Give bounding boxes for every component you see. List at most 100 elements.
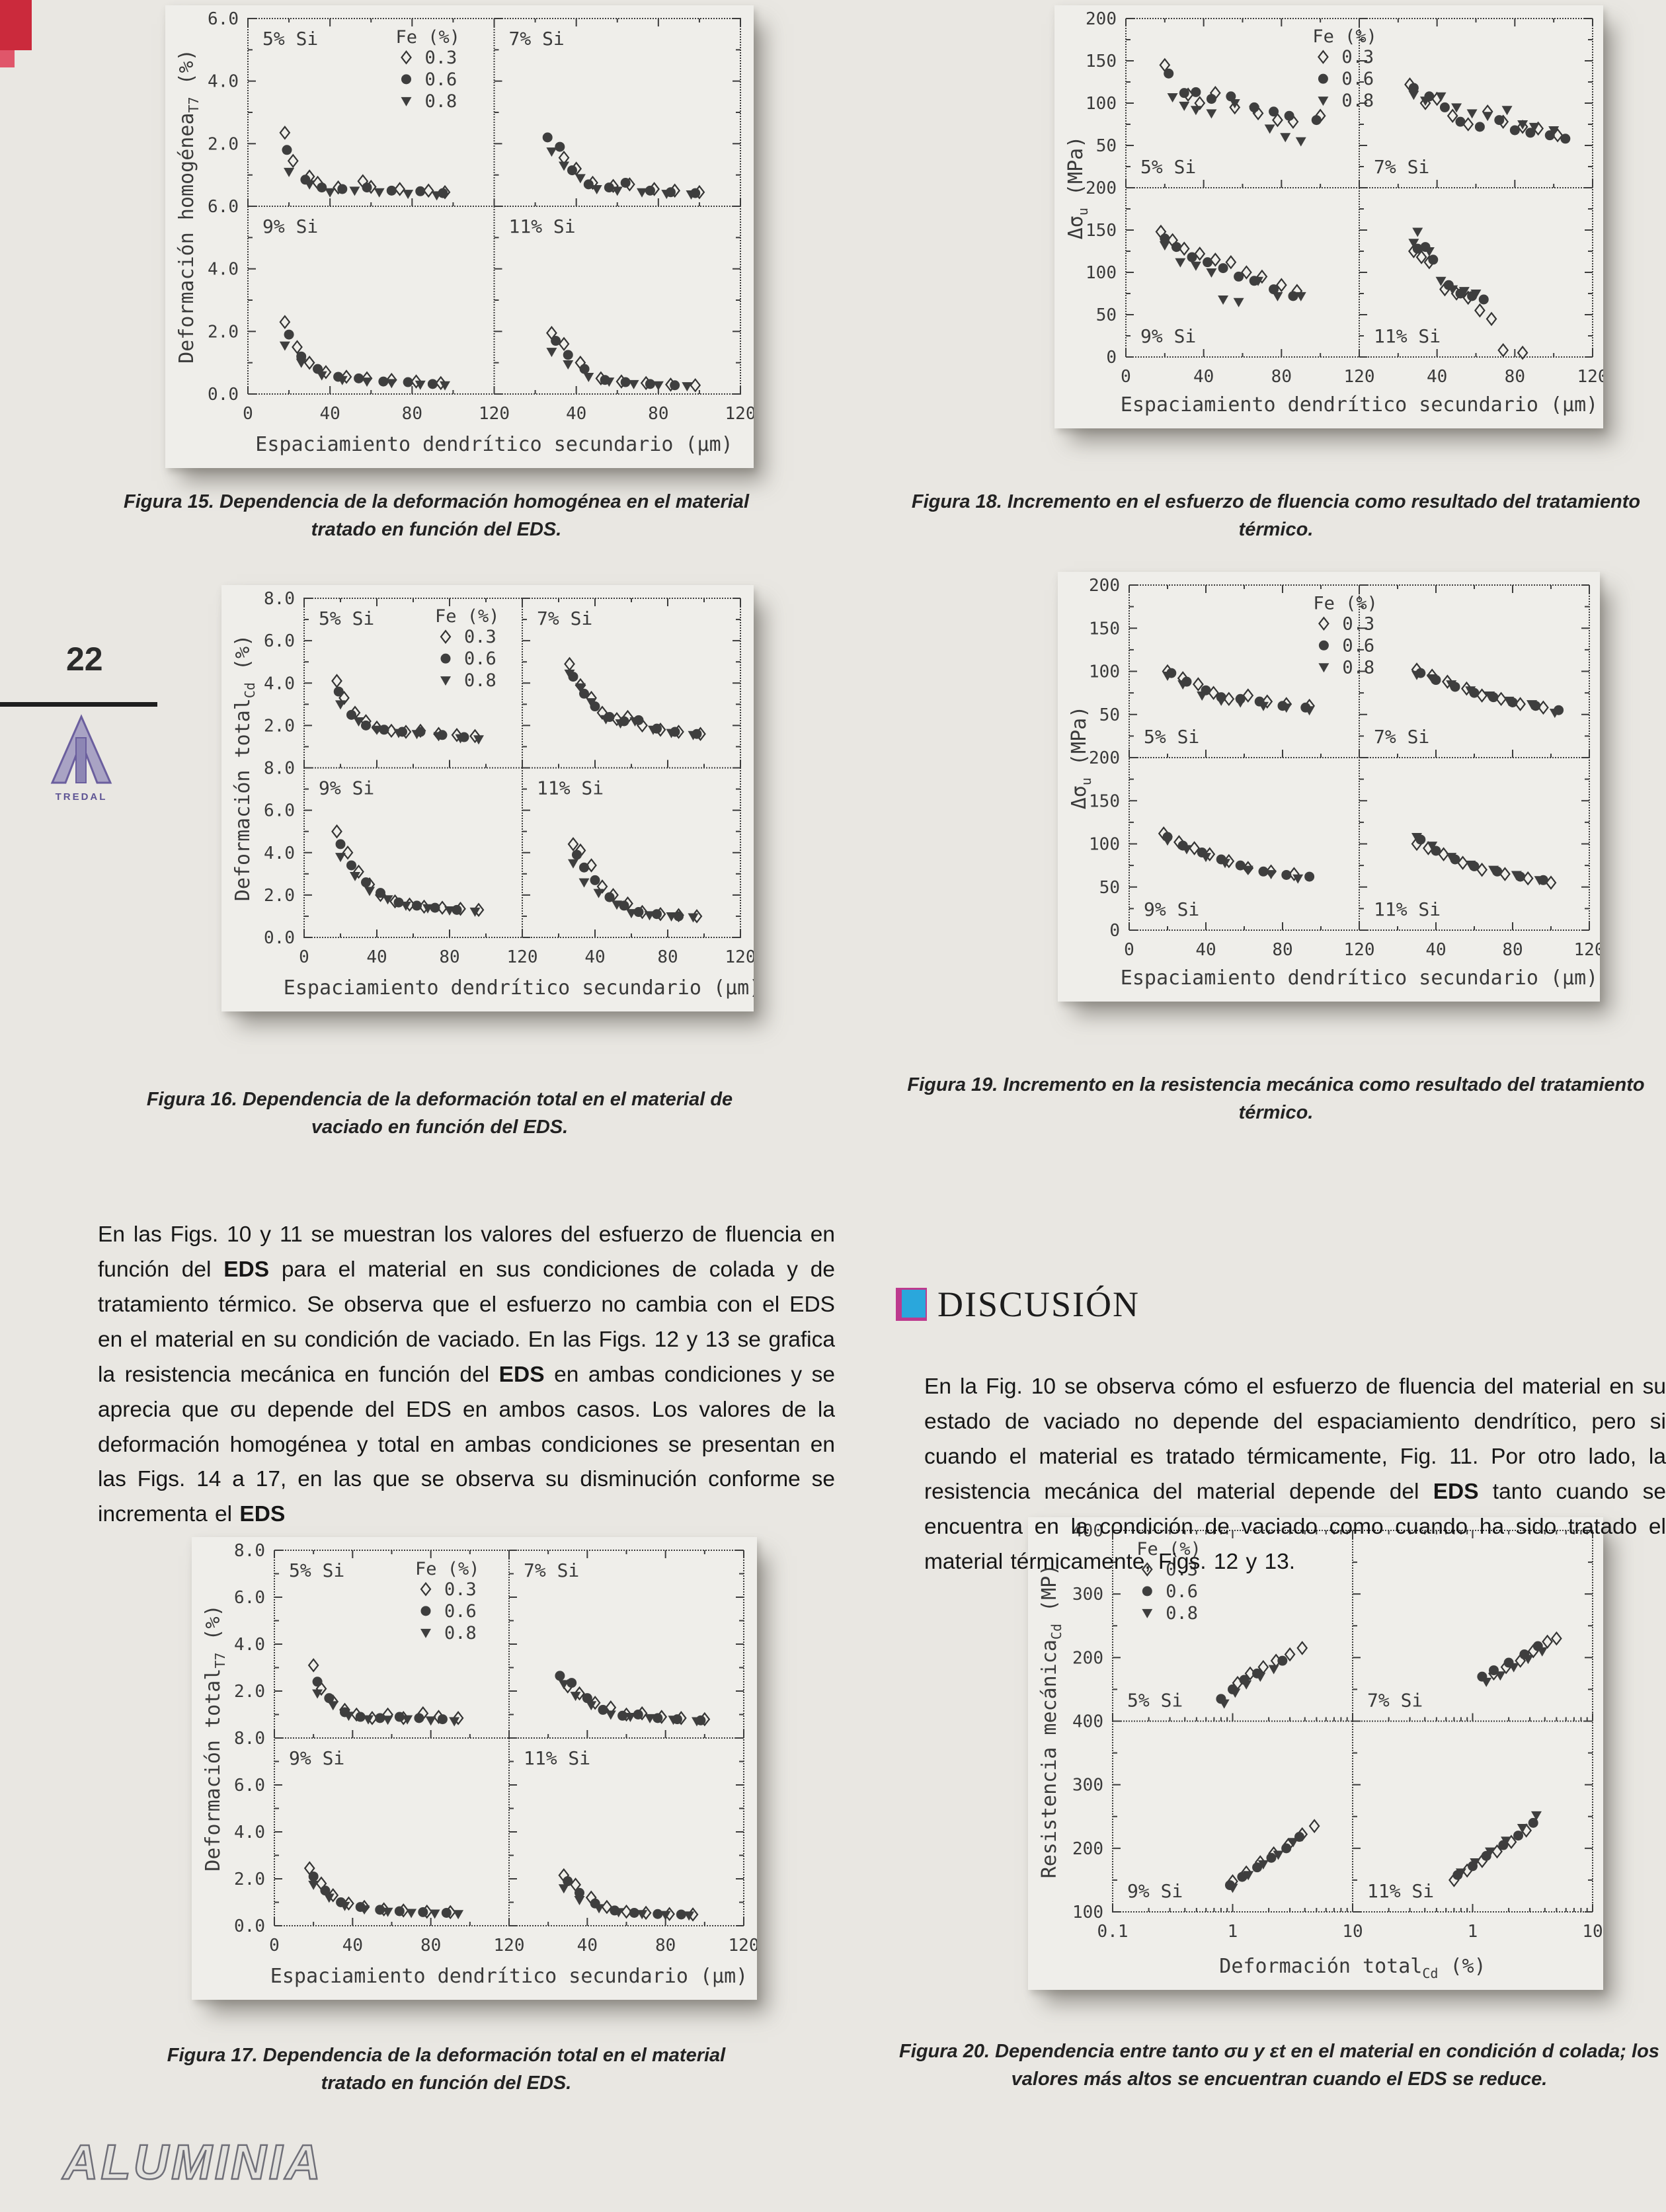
svg-text:0.3: 0.3 (1166, 1560, 1198, 1580)
svg-text:120: 120 (1344, 367, 1375, 387)
svg-text:300: 300 (1072, 1776, 1103, 1796)
svg-text:80: 80 (1271, 367, 1292, 387)
svg-text:Espaciamiento dendrítico secun: Espaciamiento dendrítico secundario (μm) (284, 976, 754, 1000)
journal-logo: TREDAL (32, 714, 131, 803)
figure-19-caption: Figura 19. Incremento en la resistencia … (907, 1074, 1645, 1124)
svg-text:Deformación totalT7 (%): Deformación totalT7 (%) (202, 1604, 228, 1871)
svg-text:0.3: 0.3 (425, 48, 457, 68)
svg-text:40: 40 (584, 947, 605, 967)
svg-text:0: 0 (1124, 940, 1134, 960)
svg-text:0.0: 0.0 (264, 928, 295, 948)
section-bullet-icon (896, 1288, 927, 1321)
svg-text:80: 80 (439, 947, 459, 967)
svg-text:50: 50 (1096, 305, 1117, 325)
svg-text:300: 300 (1072, 1585, 1103, 1604)
svg-text:Δσu (MPa): Δσu (MPa) (1068, 706, 1094, 810)
left-column-paragraph: En las Figs. 10 y 11 se muestran los val… (98, 1222, 836, 1527)
svg-text:0.8: 0.8 (1342, 657, 1374, 678)
svg-text:9% Si: 9% Si (1127, 1880, 1183, 1902)
svg-text:0.3: 0.3 (1341, 47, 1374, 67)
svg-text:0.8: 0.8 (444, 1623, 477, 1643)
right-column-paragraph: En la Fig. 10 se observa cómo el esfuerz… (924, 1374, 1666, 1574)
svg-text:80: 80 (655, 1936, 676, 1955)
svg-text:7% Si: 7% Si (524, 1560, 579, 1581)
figure-16-caption: Figura 16. Dependencia de la deformación… (146, 1089, 733, 1138)
svg-text:100: 100 (1086, 94, 1117, 114)
svg-text:Fe (%): Fe (%) (1313, 593, 1378, 613)
svg-text:80: 80 (1502, 940, 1523, 960)
svg-text:Espaciamiento dendrítico secun: Espaciamiento dendrítico secundario (μm) (1121, 393, 1598, 416)
svg-text:120: 120 (729, 1936, 757, 1955)
svg-text:Fe (%): Fe (%) (1312, 26, 1377, 47)
svg-text:7% Si: 7% Si (537, 608, 592, 629)
svg-text:80: 80 (402, 404, 422, 424)
svg-text:40: 40 (320, 404, 340, 424)
svg-text:4.0: 4.0 (208, 72, 239, 92)
svg-text:400: 400 (1072, 1712, 1103, 1732)
svg-text:120: 120 (1344, 940, 1375, 960)
svg-text:120: 120 (725, 947, 754, 967)
svg-text:6.0: 6.0 (264, 801, 295, 821)
svg-text:5% Si: 5% Si (1127, 1690, 1183, 1712)
svg-text:0: 0 (1109, 921, 1120, 941)
svg-text:Deformación totalCd (%): Deformación totalCd (%) (1219, 1955, 1486, 1981)
svg-text:0: 0 (299, 947, 309, 967)
svg-text:120: 120 (479, 404, 510, 424)
svg-text:5% Si: 5% Si (1144, 726, 1199, 748)
svg-text:200: 200 (1086, 9, 1117, 29)
svg-text:0.8: 0.8 (1166, 1603, 1198, 1624)
svg-text:0.0: 0.0 (208, 385, 239, 405)
svg-text:0.1: 0.1 (1097, 1922, 1129, 1942)
svg-text:5% Si: 5% Si (262, 28, 318, 50)
svg-text:11% Si: 11% Si (537, 777, 604, 799)
svg-text:40: 40 (1195, 940, 1216, 960)
svg-text:80: 80 (420, 1936, 441, 1955)
svg-text:40: 40 (366, 947, 387, 967)
svg-text:4.0: 4.0 (234, 1635, 265, 1655)
svg-text:200: 200 (1089, 576, 1120, 596)
svg-text:2.0: 2.0 (264, 886, 295, 906)
svg-text:9% Si: 9% Si (1144, 898, 1199, 920)
svg-text:Espaciamiento dendrítico secun: Espaciamiento dendrítico secundario (μm) (270, 1965, 748, 1988)
svg-text:2.0: 2.0 (234, 1682, 265, 1702)
svg-text:120: 120 (507, 947, 538, 967)
figure-18-caption: Figura 18. Incremento en el esfuerzo de … (911, 491, 1641, 541)
svg-text:0.3: 0.3 (464, 627, 496, 647)
svg-text:80: 80 (1272, 940, 1292, 960)
svg-text:Fe (%): Fe (%) (415, 1559, 480, 1579)
svg-text:0.6: 0.6 (425, 69, 457, 90)
svg-text:50: 50 (1099, 705, 1120, 725)
svg-text:150: 150 (1086, 221, 1117, 241)
svg-text:Deformación totalCd (%): Deformación totalCd (%) (231, 635, 258, 901)
svg-text:Espaciamiento dendrítico secun: Espaciamiento dendrítico secundario (μm) (1121, 967, 1598, 990)
figure-16-chart: 8.0 6.0 4.0 2.0 8.0 6.0 4.0 2.0 0.0 0 40 80 120 40 80 1… (221, 585, 761, 1011)
svg-text:0.0: 0.0 (234, 1916, 265, 1936)
svg-text:0.6: 0.6 (1166, 1581, 1198, 1602)
svg-text:2.0: 2.0 (234, 1870, 265, 1889)
svg-text:150: 150 (1089, 791, 1120, 811)
svg-text:5% Si: 5% Si (289, 1560, 344, 1581)
svg-text:8.0: 8.0 (264, 759, 295, 779)
svg-text:2.0: 2.0 (208, 134, 239, 154)
svg-text:6.0: 6.0 (234, 1588, 265, 1608)
svg-text:40: 40 (1193, 367, 1214, 387)
svg-text:0.6: 0.6 (1341, 69, 1374, 89)
svg-text:4.0: 4.0 (234, 1823, 265, 1842)
svg-text:1: 1 (1228, 1922, 1238, 1942)
svg-text:100: 100 (1089, 662, 1120, 682)
svg-text:0: 0 (243, 404, 253, 424)
svg-text:0: 0 (1121, 367, 1131, 387)
svg-text:7% Si: 7% Si (1367, 1690, 1423, 1712)
svg-text:0.6: 0.6 (1342, 635, 1374, 656)
svg-text:0.6: 0.6 (464, 649, 496, 669)
svg-text:11% Si: 11% Si (1367, 1880, 1434, 1902)
svg-text:Deformación homogéneaT7 (%): Deformación homogéneaT7 (%) (175, 49, 202, 364)
svg-text:5% Si: 5% Si (319, 608, 374, 629)
svg-text:6.0: 6.0 (264, 631, 295, 651)
scan-red-mark-light (0, 50, 15, 67)
svg-text:120: 120 (725, 404, 754, 424)
figure-19-chart: 200 150 100 50 200 150 100 50 0 0 40 80 120 40 80 120 Es… (1058, 572, 1605, 1002)
svg-text:9% Si: 9% Si (262, 216, 318, 237)
svg-text:200: 200 (1086, 178, 1117, 198)
